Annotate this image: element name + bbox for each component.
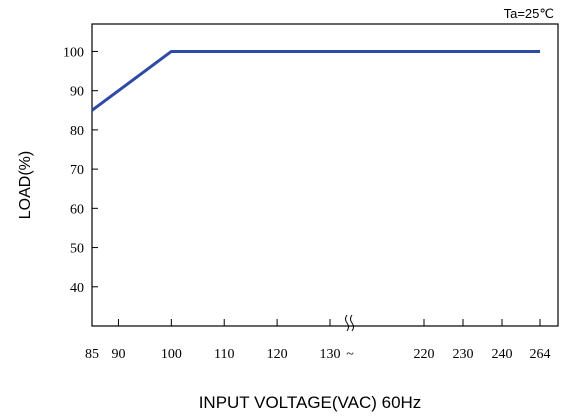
y-tick-label: 80	[70, 124, 84, 139]
plot-frame	[91, 23, 559, 327]
y-tick-label: 70	[70, 163, 84, 178]
temperature-annotation: Ta=25℃	[504, 6, 554, 21]
y-axis-label: LOAD(%)	[17, 151, 34, 219]
y-tick-label: 50	[70, 242, 84, 257]
y-tick-label: 40	[70, 281, 84, 296]
y-axis-ticks: 40 50 60 70 80 90 100	[63, 45, 98, 296]
series-line	[91, 49, 540, 112]
x-tick-label: 110	[214, 347, 234, 362]
x-tick-label: 100	[161, 347, 182, 362]
x-axis-ticks: 85 90 100 110 120 130 ~220 230 240 264	[85, 319, 551, 362]
y-tick-label: 100	[63, 45, 84, 60]
x-tick-label: 240	[492, 347, 513, 362]
x-axis-label: INPUT VOLTAGE(VAC) 60Hz	[199, 393, 422, 412]
x-tick-label: 264	[530, 347, 551, 362]
y-tick-label: 90	[70, 85, 84, 100]
y-tick-label: 60	[70, 202, 84, 217]
x-tick-label: 230	[453, 347, 474, 362]
axis-break-mark	[345, 314, 354, 332]
x-tick-label: ~	[346, 347, 354, 362]
x-tick-label: 90	[111, 347, 125, 362]
x-tick-label: 120	[267, 347, 288, 362]
x-tick-label: 220	[414, 347, 435, 362]
x-tick-label: 85	[85, 347, 99, 362]
x-tick-label: 130	[320, 347, 341, 362]
series-layer	[91, 49, 540, 112]
